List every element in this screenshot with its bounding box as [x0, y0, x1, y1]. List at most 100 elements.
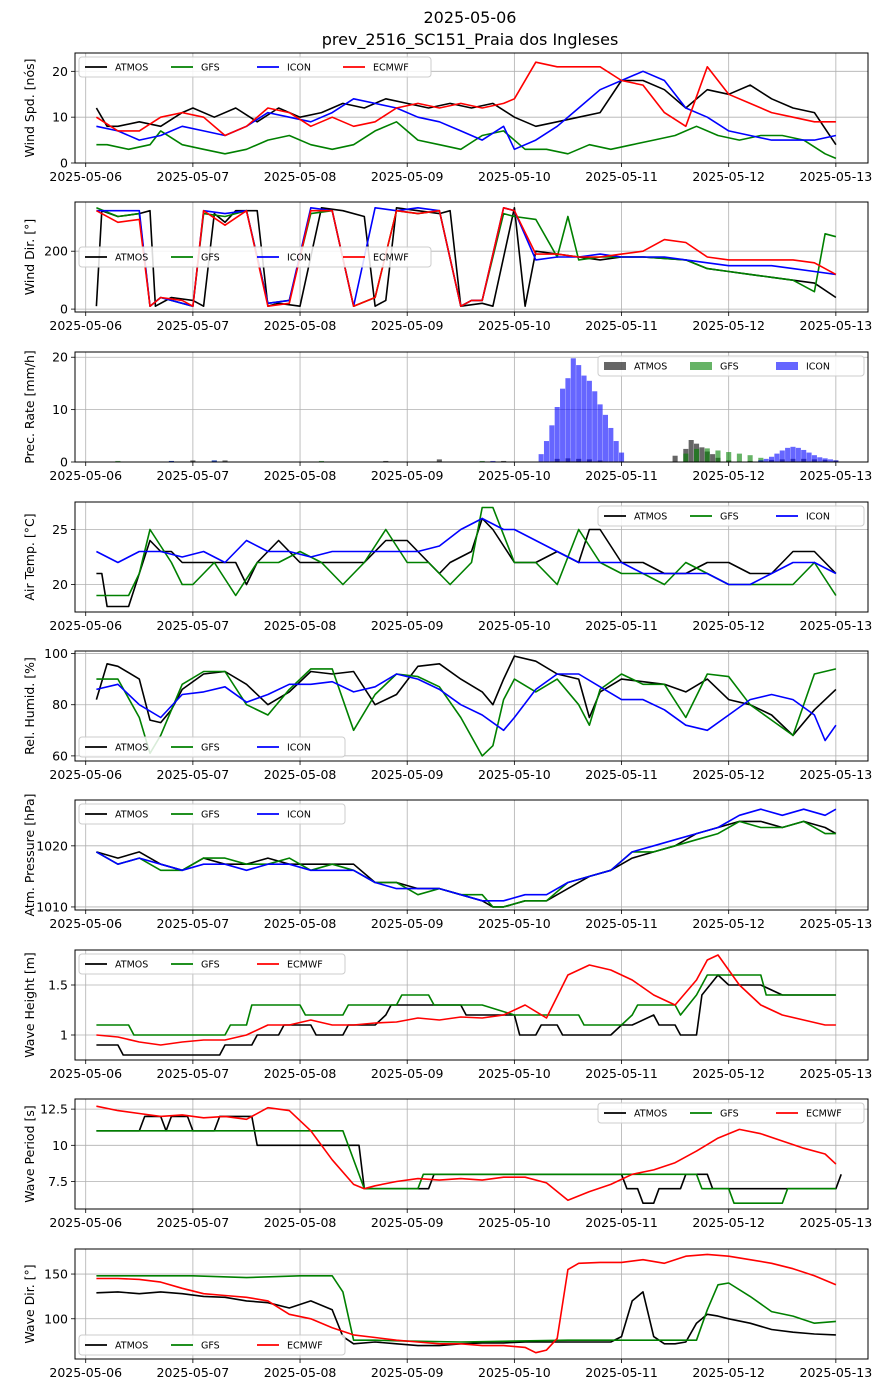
legend-label-icon: ICON [806, 512, 830, 523]
x-tick-label: 2025-05-06 [49, 767, 122, 782]
bar-icon [618, 452, 625, 462]
axes-frame [74, 799, 869, 911]
series-line-gfs [96, 1275, 836, 1343]
series-line-ecmwf [95, 61, 836, 137]
x-tick-label: 2025-05-06 [49, 1215, 122, 1230]
y-tick-label: 10 [52, 110, 68, 125]
x-tick-label: 2025-05-11 [585, 618, 658, 633]
plot-data [95, 61, 837, 160]
x-tick-label: 2025-05-07 [157, 767, 230, 782]
bar-icon [602, 414, 608, 462]
x-tick-label: 2025-05-09 [371, 1365, 444, 1380]
series-line-ecmwf [96, 1253, 837, 1354]
legend-box [78, 953, 346, 975]
legend-label-atmos: ATMOS [115, 960, 148, 971]
x-tick-label: 2025-05-10 [478, 618, 551, 633]
x-tick-label: 2025-05-09 [371, 618, 444, 633]
bar-icon [785, 447, 791, 462]
y-tick-label: 12.5 [40, 1102, 68, 1117]
legend: ATMOS GFS ICON [78, 803, 346, 825]
panel-1: 2025-05-06 2025-05-07 2025-05-08 2025-05-09… [22, 52, 872, 184]
legend-label-gfs: GFS [720, 512, 739, 523]
bar-icon [613, 441, 619, 462]
series-line-icon [96, 70, 837, 151]
legend-label-atmos: ATMOS [634, 1109, 667, 1120]
bar-icon [586, 380, 592, 462]
y-tick-label: 0 [60, 302, 68, 317]
plot-data [95, 655, 837, 757]
bar-gfs [736, 453, 742, 462]
plot-data [115, 358, 839, 462]
bar-gfs [693, 448, 700, 462]
bar-icon [211, 460, 217, 462]
bar-icon [608, 427, 614, 462]
legend-label-gfs: GFS [201, 810, 220, 821]
x-tick-label: 2025-05-07 [157, 1066, 230, 1081]
x-tick-label: 2025-05-06 [49, 468, 122, 483]
bar-icon [795, 447, 801, 462]
legend: ATMOS GFS ICON [597, 505, 865, 527]
axes-frame [74, 650, 869, 762]
legend: ATMOS GFS ICON [78, 736, 346, 758]
axes-frame [74, 1248, 869, 1360]
x-tick-label: 2025-05-06 [49, 1365, 122, 1380]
bar-icon [543, 441, 550, 462]
legend-swatch-icon [776, 362, 798, 370]
legend-box [78, 736, 346, 758]
legend: ATMOS GFS ICON ECMWF [78, 246, 432, 268]
x-tick-label: 2025-05-12 [692, 916, 765, 931]
bar-atmos [436, 459, 442, 462]
bar-icon [817, 457, 823, 462]
x-tick-label: 2025-05-09 [371, 1066, 444, 1081]
bar-gfs [715, 450, 721, 462]
x-tick-label: 2025-05-09 [371, 767, 444, 782]
x-tick-label: 2025-05-08 [264, 1215, 337, 1230]
legend-label-gfs: GFS [720, 362, 739, 373]
bar-icon [168, 460, 174, 462]
x-tick-label: 2025-05-06 [49, 169, 122, 184]
x-tick-label: 2025-05-11 [585, 169, 658, 184]
x-tick-label: 2025-05-11 [585, 767, 658, 782]
bar-icon [570, 358, 576, 462]
series-line-atmos [96, 517, 837, 608]
series-line-atmos [96, 1291, 836, 1347]
y-tick-label: 25 [52, 522, 68, 537]
bar-icon [822, 458, 828, 462]
legend: ATMOS GFS ECMWF [78, 953, 346, 975]
bar-gfs [747, 455, 753, 462]
legend: ATMOS GFS ECMWF [78, 1334, 346, 1356]
plot-data [96, 506, 837, 608]
bar-icon [774, 453, 780, 462]
x-tick-label: 2025-05-11 [585, 318, 658, 333]
legend-label-ecmwf: ECMWF [373, 63, 409, 74]
series-line-gfs [96, 506, 837, 597]
axes-frame [74, 949, 869, 1061]
y-axis-label: Wind Spd. [nós] [22, 59, 37, 158]
y-tick-label: 80 [52, 697, 68, 712]
legend-label-atmos: ATMOS [634, 512, 667, 523]
x-tick-label: 2025-05-09 [371, 916, 444, 931]
series-line-gfs [96, 820, 836, 908]
panel-3: 2025-05-06 2025-05-07 2025-05-08 2025-05-09… [22, 350, 872, 483]
panel-9: 2025-05-06 2025-05-07 2025-05-08 2025-05-09… [22, 1248, 872, 1380]
legend-label-atmos: ATMOS [115, 253, 148, 264]
series-line-ecmwf [96, 207, 837, 308]
panel-7: 2025-05-06 2025-05-07 2025-05-08 2025-05-09… [22, 949, 872, 1081]
legend-label-ecmwf: ECMWF [373, 253, 409, 264]
bar-icon [576, 365, 582, 462]
chart-title: 2025-05-06 [424, 8, 517, 27]
bar-icon [833, 460, 839, 462]
x-tick-label: 2025-05-11 [585, 1066, 658, 1081]
series-line-ecmwf [96, 1105, 837, 1202]
x-tick-label: 2025-05-09 [371, 468, 444, 483]
x-tick-label: 2025-05-11 [585, 916, 658, 931]
series-line-ecmwf [96, 954, 836, 1046]
x-tick-label: 2025-05-08 [264, 169, 337, 184]
x-tick-label: 2025-05-08 [264, 1365, 337, 1380]
legend-box [78, 246, 432, 268]
bar-icon [801, 449, 807, 462]
legend-label-ecmwf: ECMWF [287, 1341, 323, 1352]
y-tick-label: 1 [60, 1028, 68, 1043]
x-tick-label: 2025-05-08 [264, 916, 337, 931]
x-tick-label: 2025-05-07 [157, 618, 230, 633]
